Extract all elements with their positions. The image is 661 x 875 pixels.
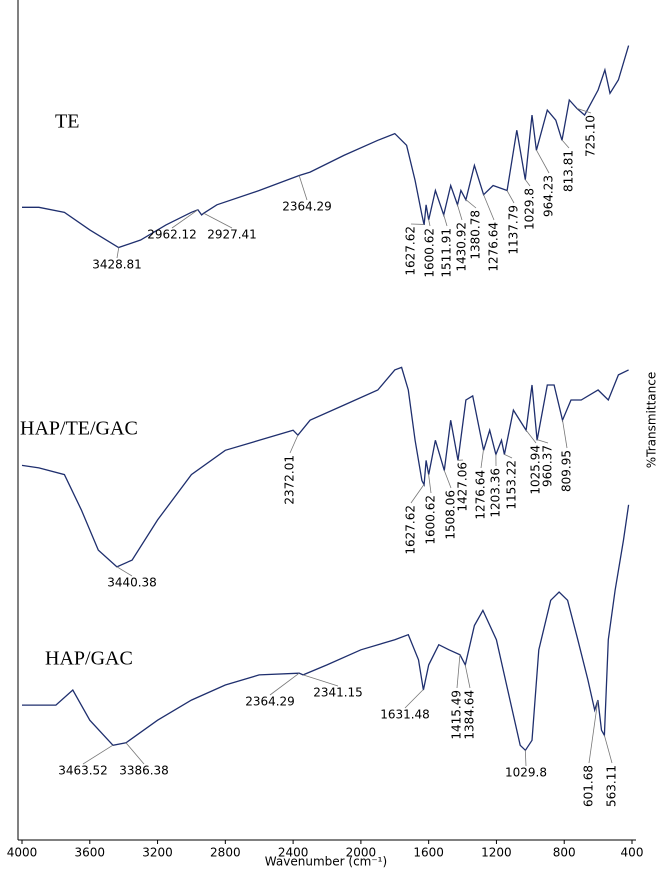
peak-label: 2364.29 — [245, 695, 295, 709]
series-label: HAP/GAC — [45, 648, 133, 670]
peak-label: 2962.12 — [147, 228, 197, 242]
spectrum-line — [22, 504, 630, 752]
peak-label: 563.11 — [605, 765, 619, 807]
x-tick-label: 2400 — [278, 846, 309, 860]
peak-leader — [428, 473, 432, 494]
peak-leader — [561, 139, 570, 149]
peak-label: 1137.79 — [507, 205, 521, 255]
peak-label: 3386.38 — [119, 764, 169, 778]
peak-leader — [82, 744, 114, 765]
peak-label: 725.10 — [584, 115, 598, 157]
peak-label: 1203.36 — [489, 468, 503, 518]
peak-label: 1600.62 — [424, 495, 438, 545]
x-tick-label: 1600 — [413, 846, 444, 860]
peak-label: 1384.64 — [463, 690, 477, 740]
peak-label: 1415.49 — [450, 690, 464, 740]
peak-leader — [536, 439, 549, 444]
peak-label: 1153.22 — [505, 460, 519, 510]
peak-leader — [443, 470, 452, 489]
peak-label: 3463.52 — [58, 764, 108, 778]
peak-label: 1380.78 — [469, 210, 483, 260]
peak-label: 2364.29 — [282, 200, 332, 214]
peak-label: 2927.41 — [207, 228, 257, 242]
spectrum-line — [21, 366, 629, 568]
peak-leader — [464, 664, 471, 689]
peak-label: 1276.64 — [474, 470, 488, 520]
peak-label: 1627.62 — [404, 505, 418, 555]
x-tick-label: 800 — [553, 846, 576, 860]
peak-leader — [116, 247, 120, 259]
peak-leader — [506, 190, 515, 204]
peak-label: 1276.64 — [487, 222, 501, 272]
peak-label: 3440.38 — [107, 576, 157, 590]
peak-label: 1511.91 — [440, 228, 454, 278]
peak-leader — [588, 700, 599, 764]
peak-label: 1508.06 — [444, 490, 458, 540]
peak-label: 1029.8 — [505, 766, 547, 780]
peak-leader — [428, 219, 431, 227]
series-label: TE — [55, 111, 79, 133]
peak-label: 3428.81 — [92, 258, 142, 272]
peak-label: 1427.06 — [456, 462, 470, 512]
peak-label: 1627.62 — [404, 226, 418, 276]
y-axis-label: %Transmittance — [645, 372, 659, 469]
peak-leader — [302, 674, 339, 687]
peak-leader — [289, 435, 299, 454]
peak-leader — [480, 449, 484, 469]
x-tick-label: 4000 — [7, 846, 38, 860]
peak-leader — [603, 735, 613, 764]
x-tick-label: 3600 — [75, 846, 106, 860]
peak-label: 1430.92 — [455, 222, 469, 272]
peak-leader — [269, 672, 300, 696]
peak-label: 813.81 — [562, 150, 576, 192]
peak-leader — [524, 750, 527, 767]
peak-label: 1631.48 — [380, 708, 430, 722]
spectrum-line — [22, 45, 630, 249]
peak-leader — [456, 204, 463, 221]
peak-label: 601.68 — [582, 765, 596, 807]
peak-leader — [203, 212, 233, 229]
peak-leader — [525, 429, 537, 444]
peak-label: 964.23 — [542, 175, 556, 217]
x-tick-label: 2000 — [346, 846, 377, 860]
peak-label: 960.37 — [541, 445, 555, 487]
peak-leader — [298, 175, 308, 201]
peak-label: 2372.01 — [283, 455, 297, 505]
peak-leader — [483, 194, 495, 221]
peak-leader — [404, 689, 424, 709]
x-tick-label: 3200 — [142, 846, 173, 860]
peak-leader — [125, 742, 145, 765]
peak-leader — [465, 199, 477, 209]
peak-leader — [171, 209, 199, 229]
peak-leader — [410, 484, 425, 504]
x-tick-label: 400 — [621, 846, 644, 860]
peak-leader — [456, 654, 461, 689]
peak-leader — [536, 149, 550, 174]
x-axis-label: Wavenumber (cm⁻¹) — [265, 855, 387, 869]
x-tick-label: 1200 — [481, 846, 512, 860]
peak-leader — [504, 453, 513, 459]
peak-label: 1600.62 — [423, 228, 437, 278]
peak-leader — [116, 566, 133, 577]
peak-label: 1025.94 — [529, 445, 543, 495]
peak-label: 809.95 — [560, 450, 574, 492]
peak-leader — [576, 108, 592, 114]
series-label: HAP/TE/GAC — [20, 418, 138, 440]
peak-leader — [562, 420, 568, 449]
peak-label: 2341.15 — [313, 686, 363, 700]
peak-leader — [443, 214, 448, 227]
peak-label: 1029.8 — [523, 188, 537, 230]
peak-leader — [524, 179, 531, 187]
x-tick-label: 2800 — [210, 846, 241, 860]
